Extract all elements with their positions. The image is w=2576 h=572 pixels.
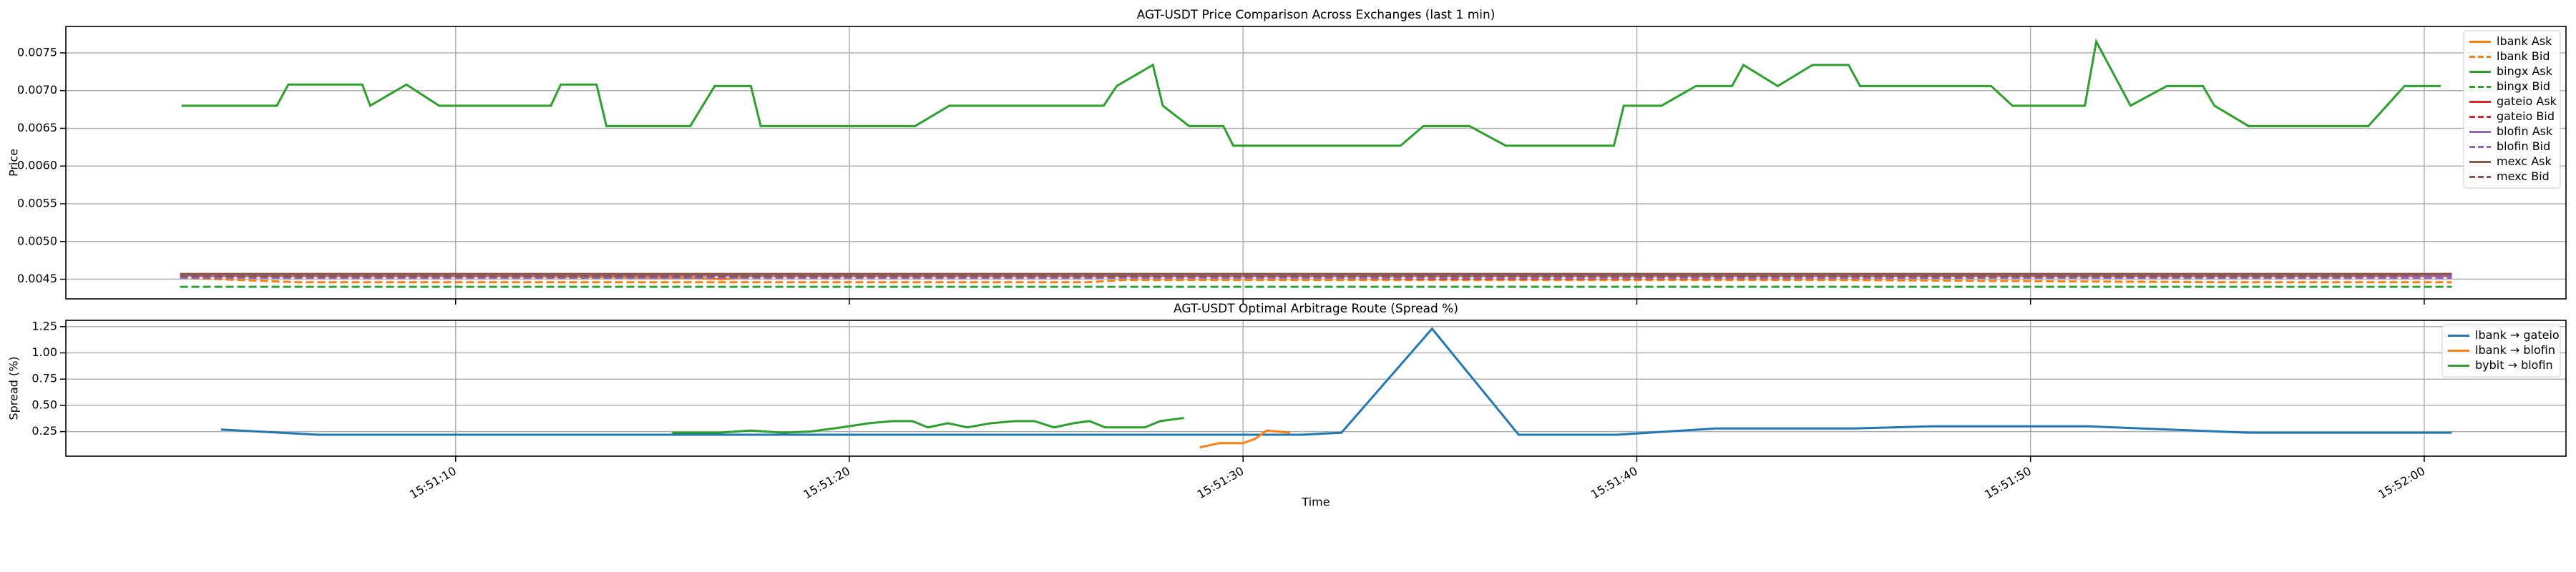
legend-label: bybit → blofin [2475, 358, 2553, 372]
x-tick-label: 15:51:50 [1982, 464, 2034, 501]
y-axis-label: Price [7, 149, 21, 177]
legend-label: lbank → gateio [2475, 328, 2560, 342]
y-axis-label: Spread (%) [7, 356, 21, 420]
y-tick-label: 0.0050 [17, 234, 57, 247]
y-tick-label: 0.0070 [17, 83, 57, 97]
y-tick-label: 0.75 [31, 372, 57, 385]
legend-label: gateio Bid [2497, 109, 2555, 123]
y-tick-label: 0.0065 [17, 121, 57, 134]
series-line [180, 272, 2452, 277]
y-tick-label: 0.0045 [17, 272, 57, 285]
y-tick-label: 0.0060 [17, 159, 57, 172]
legend-label: lbank Bid [2497, 49, 2550, 63]
series-line [220, 327, 2452, 436]
legend-label: lbank Ask [2497, 34, 2552, 48]
chart-title: AGT-USDT Optimal Arbitrage Route (Spread… [1174, 302, 1458, 316]
x-tick-label: 15:51:10 [407, 464, 459, 501]
legend-label: bingx Ask [2497, 64, 2553, 78]
series-line [1199, 429, 1291, 449]
x-tick-label: 15:52:00 [2376, 464, 2427, 501]
series-line [180, 276, 2452, 284]
legend-box [2441, 324, 2561, 378]
y-tick-label: 0.0075 [17, 45, 57, 59]
axes-frame [65, 26, 2567, 300]
y-tick-label: 0.0055 [17, 197, 57, 210]
series-line [672, 417, 1184, 434]
series-line [181, 38, 2441, 147]
y-tick-label: 1.00 [31, 345, 57, 359]
legend-label: lbank → blofin [2475, 343, 2555, 357]
chart-title: AGT-USDT Price Comparison Across Exchang… [1137, 8, 1496, 22]
y-tick-label: 0.50 [31, 398, 57, 411]
x-tick-label: 15:51:20 [801, 464, 852, 501]
legend-label: blofin Ask [2497, 124, 2553, 138]
x-tick-label: 15:51:40 [1589, 464, 1640, 501]
legend-label: mexc Bid [2497, 169, 2550, 183]
legend-label: bingx Bid [2497, 79, 2550, 93]
legend-label: blofin Bid [2497, 139, 2550, 153]
legend-label: mexc Ask [2497, 154, 2552, 168]
y-tick-label: 1.25 [31, 319, 57, 332]
legend-label: gateio Ask [2497, 94, 2557, 108]
axes-frame [65, 320, 2567, 457]
x-axis-label: Time [1301, 495, 1330, 509]
y-tick-label: 0.25 [31, 424, 57, 438]
legend-box [2463, 30, 2561, 189]
x-tick-label: 15:51:30 [1195, 464, 1246, 501]
